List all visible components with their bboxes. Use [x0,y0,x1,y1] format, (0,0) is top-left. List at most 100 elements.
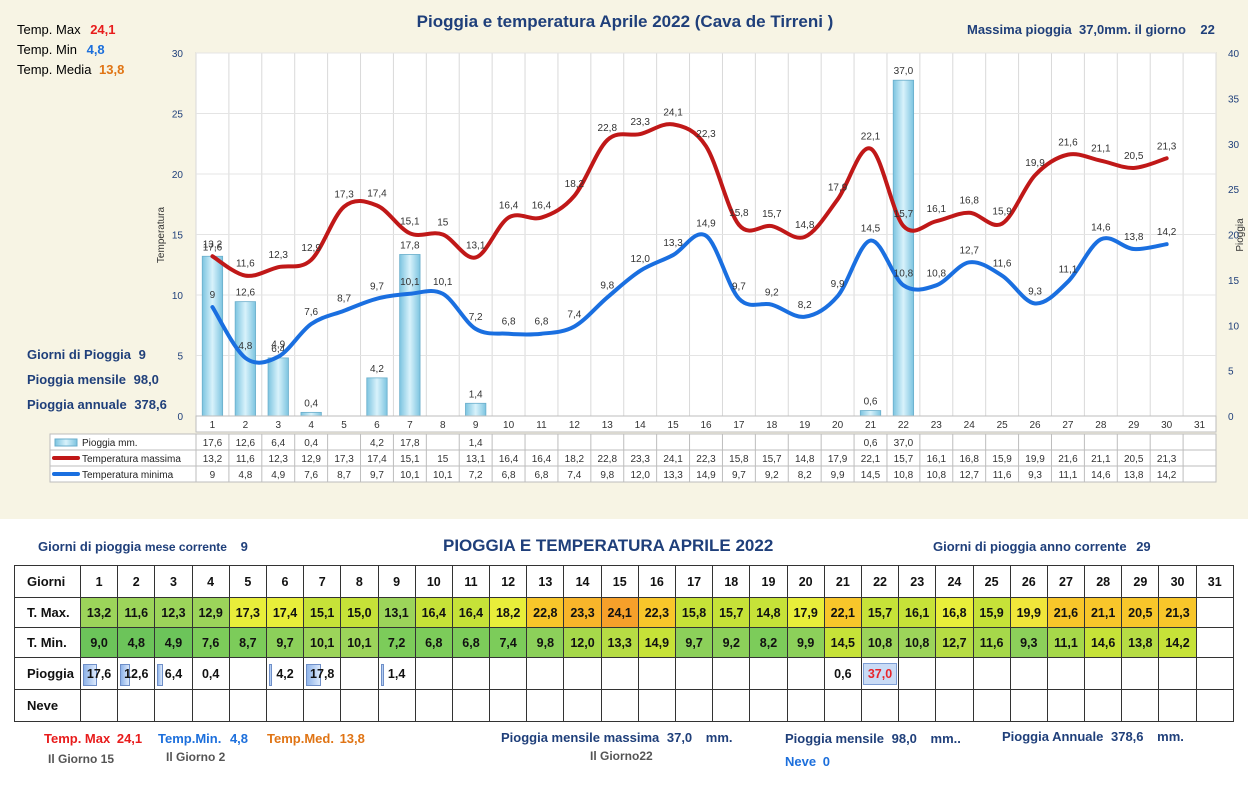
data-table-value: 15,1 [400,454,420,465]
snow-cell [79,689,119,722]
top-monthly-rain-label: Pioggia mensile [27,372,126,387]
bottom-snow: Neve 0 [785,754,830,769]
top-tmin-value: 4,8 [86,42,105,57]
tmin-point-label: 10,1 [433,277,453,288]
tmin-point-label: 9,9 [831,279,845,290]
tmin-point-label: 9,3 [1028,286,1042,297]
tmax-cell: 22,3 [637,597,677,628]
tmin-point-label: 13,3 [663,238,683,249]
tmin-point-label: 11,6 [993,259,1012,270]
x-tick-label: 2 [243,420,249,431]
tmin-point-label: 9,8 [600,280,614,291]
x-tick-label: 9 [473,420,479,431]
snow-cell [228,689,267,722]
rain-days-month-suffix: mese corrente [144,540,227,554]
x-tick-label: 17 [733,420,745,431]
tmin-cell: 10,1 [303,627,342,658]
chart-title: Pioggia e temperatura Aprile 2022 (Cava … [417,12,834,31]
rain-value: 6,4 [164,666,183,681]
tmin-point-label: 6,8 [502,317,516,328]
tmax-point-label: 23,3 [630,117,650,128]
rain-cell [563,657,602,690]
tmin-cell: 10,8 [860,627,900,658]
data-table-value: 0,6 [864,438,878,449]
rain-days-month: Giorni di pioggia mese corrente 9 [38,539,248,554]
snow-cell [860,689,900,722]
tmax-point-label: 22,3 [696,129,716,140]
snow-cell [786,689,825,722]
tmin-cell: 12,7 [935,627,974,658]
data-table-value: 19,9 [1025,454,1045,465]
data-table-value: 9 [210,470,216,481]
x-tick-label: 14 [635,420,647,431]
bottom-max-month-rain-label: Pioggia mensile massima [501,730,660,745]
tmax-point-label: 20,5 [1124,151,1144,162]
tmin-cell: 6,8 [414,627,453,658]
tmax-point-label: 21,3 [1157,141,1177,152]
bottom-max-month-rain-day: Il Giorno22 [590,749,653,763]
data-table-value: 16,1 [927,454,947,465]
data-table-value: 10,1 [433,470,453,481]
day-cell: 20 [786,565,825,598]
tmax-cell: 21,6 [1046,597,1086,628]
tmin-cell: 7,2 [377,627,416,658]
data-table-value: 11,1 [1059,470,1078,481]
snow-cell [303,689,342,722]
y-left-tick-label: 10 [172,291,184,302]
rain-bar-label: 0,6 [864,397,878,408]
day-cell: 3 [154,565,193,598]
day-cell: 31 [1195,565,1234,598]
tmin-point-label: 9,2 [765,288,779,299]
data-table-value: 17,4 [367,454,387,465]
tmin-cell: 7,4 [489,627,528,658]
tmin-point-label: 14,6 [1091,222,1111,233]
tmax-cell: 22,1 [823,597,862,628]
tmax-point-label: 18,2 [565,179,585,190]
tmax-point-label: 13,1 [466,240,486,251]
day-cell: 30 [1158,565,1197,598]
tmin-point-label: 9 [210,290,216,301]
rain-cell [414,657,453,690]
monthly-data-table: Giorni 1 2 3 4 5 6 7 8 9 10 11 12 13 14 15 16 17 18 19 20 21… [14,565,1234,722]
data-table-value: 12,9 [301,454,321,465]
rain-mini-bar [120,664,131,686]
data-table-value: 8,2 [798,470,812,481]
snow-cell [712,689,751,722]
x-tick-label: 26 [1029,420,1041,431]
rain-mini-bar [268,664,273,686]
rain-bar [892,79,915,417]
rain-cell [600,657,639,690]
snow-cell [1084,689,1123,722]
x-tick-label: 24 [964,420,976,431]
bottom-annual-rain: Pioggia Annuale 378,6 mm. [1002,729,1184,744]
bottom-monthly-rain: Pioggia mensile 98,0 mm.. [785,731,961,746]
data-table-value: 22,8 [598,454,618,465]
top-tmax-value: 24,1 [90,22,116,37]
tmax-point-label: 22,8 [598,123,618,134]
rain-cell [451,657,491,690]
x-tick-label: 4 [308,420,314,431]
snow-cell [1121,689,1160,722]
data-table-value: 22,3 [696,454,716,465]
x-tick-label: 1 [210,420,216,431]
tmin-cell: 9,0 [79,627,119,658]
day-cell: 7 [303,565,342,598]
rain-cell [637,657,677,690]
tmin-cell: 14,6 [1084,627,1123,658]
rain-value-max: 37,0 [862,662,898,685]
tmin-cell: 6,8 [451,627,491,658]
tmax-point-label: 15,8 [729,208,749,219]
y-left-tick-label: 25 [172,110,184,121]
rain-mini-bar [157,664,163,686]
bottom-tmed-label: Temp.Med. [267,731,334,746]
tmin-point-label: 7,2 [469,312,483,323]
rain-cell: 17,8 [303,657,342,690]
row-label-tmax: T. Max. [14,597,81,628]
tmin-point-label: 11,1 [1059,265,1078,276]
rain-cell [1158,657,1197,690]
data-table-value: 8,7 [337,470,351,481]
data-table-value: 14,5 [861,470,881,481]
data-table-value: 24,1 [663,454,683,465]
tmin-cell: 7,6 [191,627,230,658]
day-cell: 1 [79,565,119,598]
